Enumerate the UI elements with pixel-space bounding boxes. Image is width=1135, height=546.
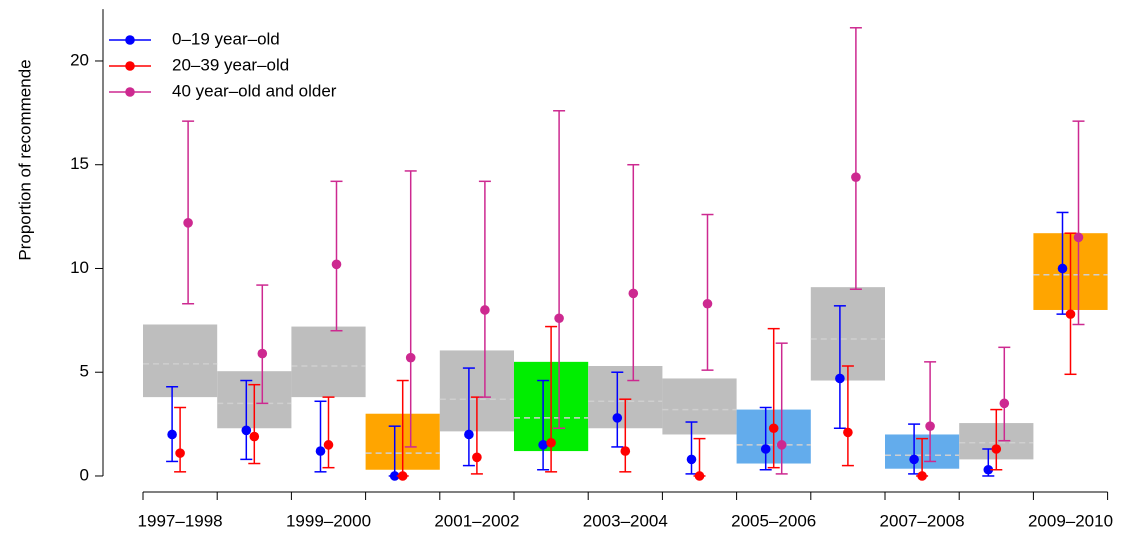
point — [546, 437, 556, 448]
point — [628, 288, 639, 299]
point — [183, 218, 193, 228]
point — [175, 448, 185, 458]
point — [851, 172, 861, 182]
legend-marker — [125, 35, 135, 45]
point — [241, 425, 252, 436]
point — [983, 464, 994, 475]
point — [1073, 232, 1084, 243]
point — [917, 471, 927, 481]
point — [991, 444, 1002, 454]
point — [925, 421, 935, 431]
band — [143, 324, 218, 398]
y-axis-label: Proportion of recommende — [15, 59, 34, 260]
point — [331, 259, 342, 270]
point — [323, 440, 334, 450]
x-tick-label: 2005–2006 — [731, 511, 816, 530]
legend-label: 0–19 year–old — [172, 29, 280, 48]
y-tick-label: 0 — [80, 465, 89, 484]
point — [760, 444, 771, 454]
legend-label: 20–39 year–old — [172, 55, 289, 74]
point — [702, 298, 713, 309]
point — [464, 429, 474, 440]
point — [257, 348, 268, 359]
band — [810, 287, 885, 381]
point — [776, 440, 787, 450]
x-tick-label: 2007–2008 — [880, 511, 965, 530]
x-tick-label: 2001–2002 — [434, 511, 519, 530]
x-tick-label: 2003–2004 — [583, 511, 668, 530]
point — [843, 427, 853, 438]
point — [1065, 309, 1076, 319]
point — [835, 373, 845, 384]
point — [620, 446, 631, 456]
band — [291, 326, 366, 398]
legend-label: 40 year–old and older — [172, 81, 337, 100]
x-tick-label: 1999–2000 — [286, 511, 371, 530]
band — [662, 378, 737, 435]
point — [612, 413, 623, 423]
point — [405, 352, 416, 363]
point — [694, 471, 705, 481]
y-tick-label: 15 — [70, 154, 89, 173]
point — [768, 423, 779, 434]
point — [167, 429, 177, 440]
legend-marker — [125, 61, 135, 71]
point — [1057, 263, 1068, 274]
x-tick-label: 2009–2010 — [1028, 511, 1113, 530]
point — [472, 452, 482, 463]
point — [686, 454, 697, 465]
point — [249, 431, 260, 442]
point — [315, 446, 326, 456]
x-tick-label: 1997–1998 — [138, 511, 223, 530]
legend-marker — [125, 87, 135, 97]
point — [389, 471, 400, 481]
y-tick-label: 5 — [80, 362, 89, 381]
point — [538, 440, 548, 450]
point — [909, 454, 919, 465]
point — [554, 313, 564, 324]
point — [397, 471, 408, 481]
point — [480, 305, 490, 315]
point — [999, 398, 1010, 409]
y-tick-label: 10 — [70, 258, 89, 277]
y-tick-label: 20 — [70, 50, 89, 69]
